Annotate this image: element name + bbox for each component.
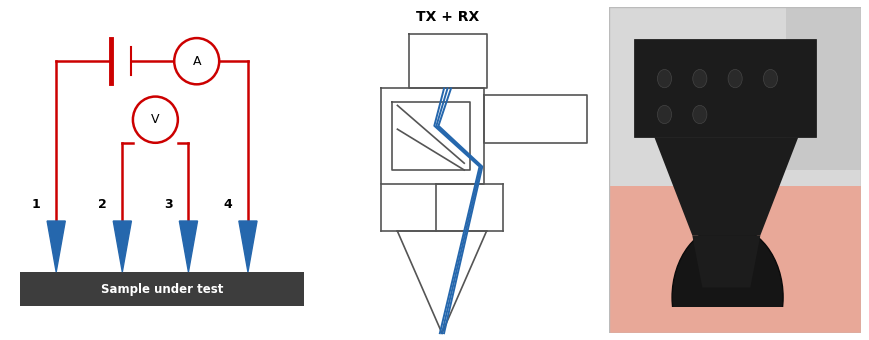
Polygon shape xyxy=(179,221,197,272)
Circle shape xyxy=(762,69,777,88)
Circle shape xyxy=(692,105,706,124)
FancyBboxPatch shape xyxy=(20,272,304,306)
FancyBboxPatch shape xyxy=(608,307,860,333)
FancyBboxPatch shape xyxy=(608,7,860,186)
Text: TX + RX: TX + RX xyxy=(415,10,479,24)
Circle shape xyxy=(657,69,671,88)
Text: V: V xyxy=(151,113,159,126)
Circle shape xyxy=(657,105,671,124)
Circle shape xyxy=(672,225,782,340)
Polygon shape xyxy=(113,221,131,272)
Text: Sample under test: Sample under test xyxy=(101,283,223,295)
FancyBboxPatch shape xyxy=(634,39,815,137)
FancyBboxPatch shape xyxy=(608,186,860,333)
Polygon shape xyxy=(239,221,256,272)
Text: 4: 4 xyxy=(223,198,232,211)
Text: 1: 1 xyxy=(31,198,41,211)
Circle shape xyxy=(692,69,706,88)
Polygon shape xyxy=(653,137,798,235)
Circle shape xyxy=(174,38,219,84)
Polygon shape xyxy=(47,221,65,272)
Text: 3: 3 xyxy=(164,198,173,211)
Circle shape xyxy=(727,69,741,88)
Polygon shape xyxy=(692,235,760,288)
FancyBboxPatch shape xyxy=(785,7,860,170)
Circle shape xyxy=(133,97,177,143)
Text: A: A xyxy=(192,55,201,68)
Text: 2: 2 xyxy=(97,198,107,211)
